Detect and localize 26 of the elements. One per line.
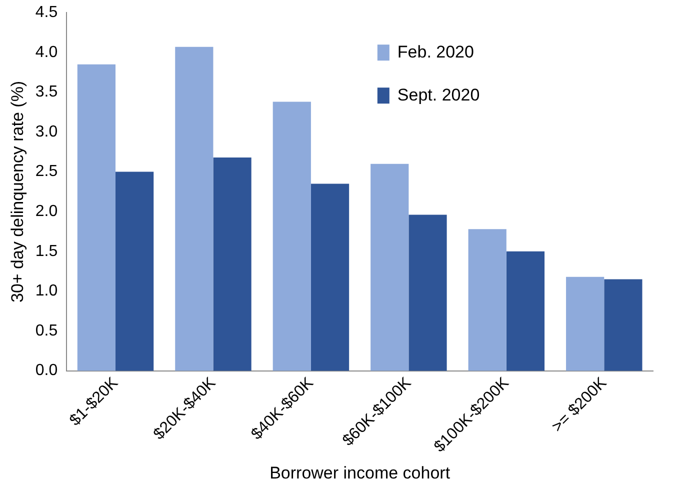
y-tick-label: 4.5 [35, 4, 58, 22]
bar [116, 172, 154, 371]
y-tick-label: 4.0 [35, 44, 58, 61]
y-axis-title: 30+ day delinquency rate (%) [8, 80, 27, 303]
bar [370, 164, 409, 371]
y-tick-label: 1.0 [35, 282, 58, 300]
y-tick-label: 1.5 [35, 242, 58, 260]
bar [175, 46, 214, 371]
y-tick-label: 2.5 [35, 163, 58, 180]
bar [468, 229, 506, 371]
bar [604, 279, 642, 371]
y-tick-label: 3.5 [35, 84, 58, 101]
bar [77, 64, 116, 371]
y-tick-label: 0.0 [35, 362, 58, 380]
bar [506, 251, 545, 371]
bar [272, 102, 311, 371]
bar [408, 214, 447, 371]
y-tick-label: 0.5 [35, 322, 58, 340]
bar [566, 276, 604, 371]
legend-label: Sept. 2020 [397, 85, 480, 104]
y-tick-label: 2.0 [35, 203, 58, 220]
bar [213, 157, 252, 371]
y-tick-label: 3.0 [35, 123, 58, 140]
bar [310, 184, 350, 371]
legend-label: Feb. 2020 [397, 42, 474, 62]
x-axis-title: Borrower income cohort [270, 463, 450, 482]
